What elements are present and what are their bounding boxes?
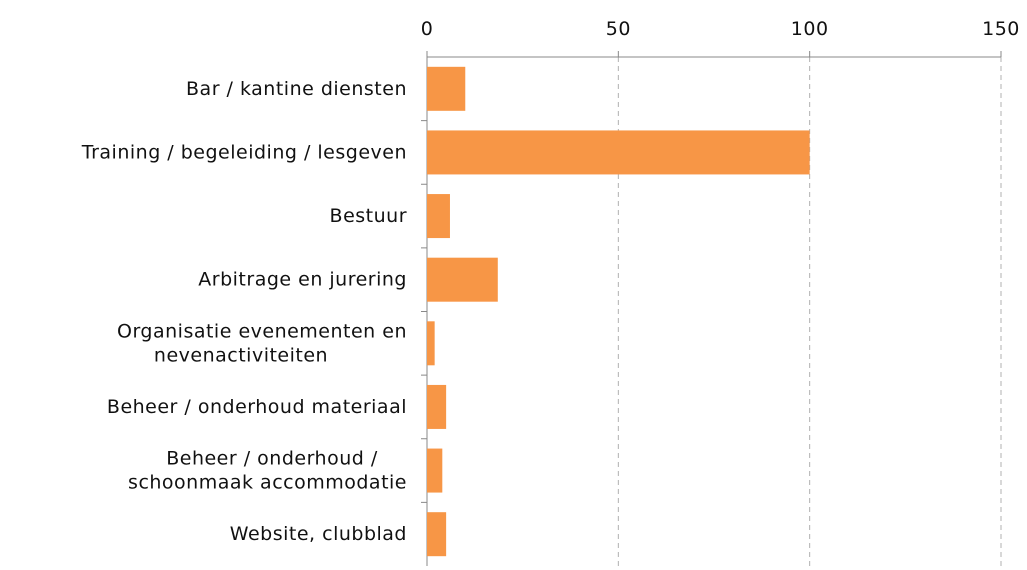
y-tick-label: Training / begeleiding / lesgeven	[81, 141, 407, 163]
bar	[427, 66, 466, 111]
y-tick-label: Organisatie evenementen en nevenactivitei…	[117, 320, 407, 366]
y-tick-label: Bar / kantine diensten	[186, 77, 407, 99]
y-tick-label: Bestuur	[330, 205, 407, 227]
bar	[427, 321, 435, 366]
bar	[427, 257, 498, 302]
y-tick-label: Website, clubblad	[230, 523, 407, 545]
bar	[427, 194, 450, 239]
x-tick-label: 100	[791, 18, 829, 40]
bar	[427, 512, 447, 557]
y-tick-label: Beheer / onderhoud materiaal	[107, 395, 407, 417]
bar	[427, 130, 810, 175]
x-tick-label: 150	[982, 18, 1020, 40]
x-tick-label: 50	[606, 18, 631, 40]
x-tick-label: 0	[421, 18, 434, 40]
y-tick-label: Arbitrage en jurering	[198, 268, 407, 290]
bar	[427, 384, 447, 429]
bar	[427, 448, 443, 493]
y-tick-label: Beheer / onderhoud / schoonmaak accommoda…	[128, 447, 407, 493]
